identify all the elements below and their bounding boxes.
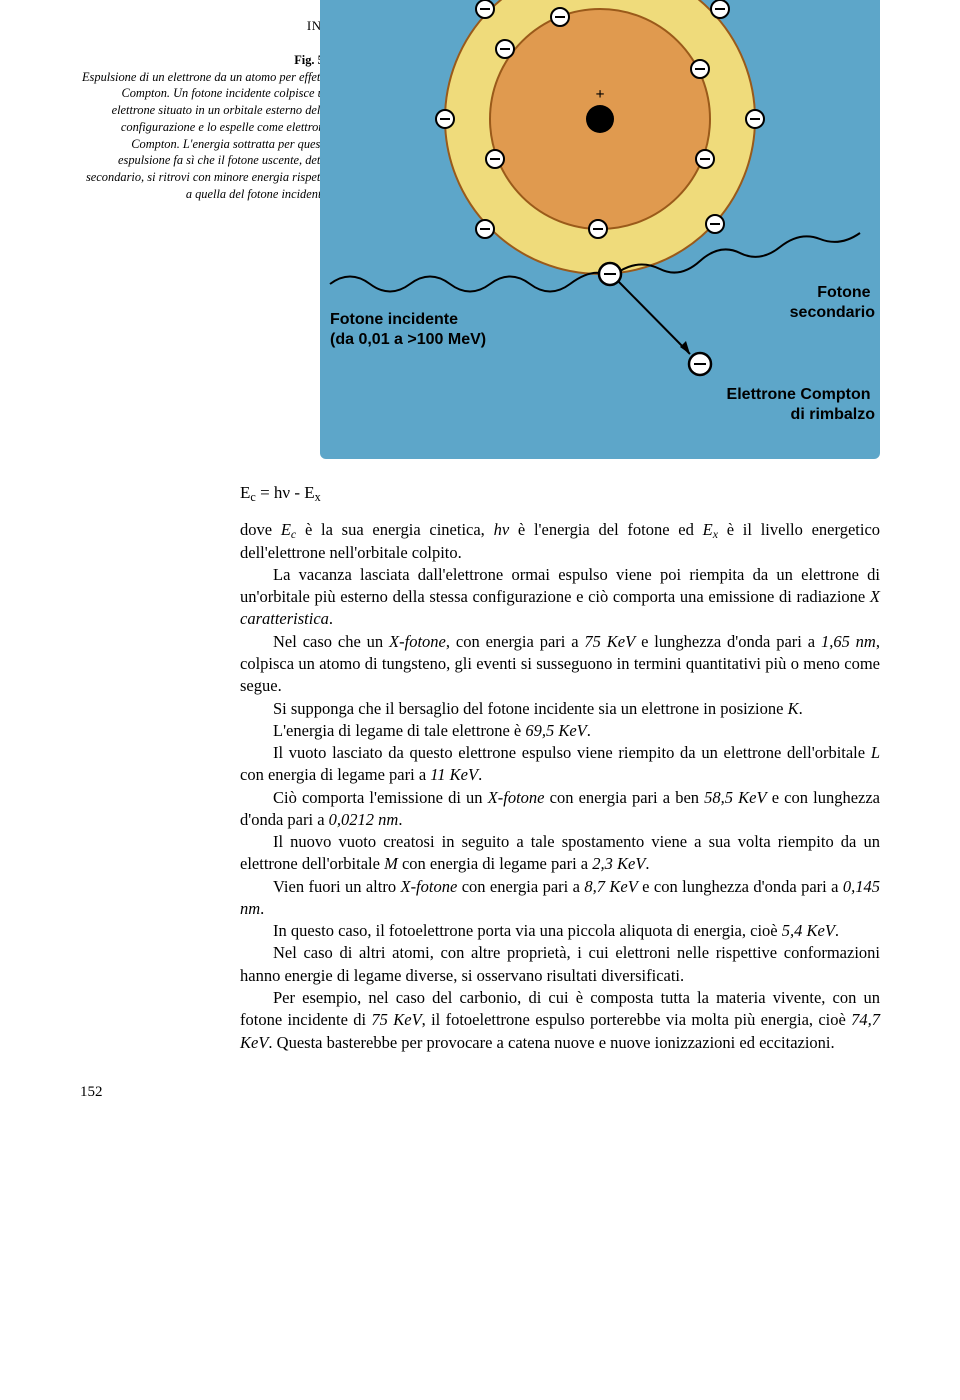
compton-diagram: + xyxy=(320,0,880,459)
paragraph-3: Nel caso che un X-fotone, con energia pa… xyxy=(240,631,880,698)
paragraph-6: Il vuoto lasciato da questo elettrone es… xyxy=(240,742,880,787)
page-number: 152 xyxy=(80,1084,880,1101)
equation: Ec = hν - Ex xyxy=(240,483,880,505)
paragraph-11: Nel caso di altri atomi, con altre propr… xyxy=(240,942,880,987)
paragraph-10: In questo caso, il fotoelettrone porta v… xyxy=(240,920,880,942)
svg-text:+: + xyxy=(595,86,604,103)
paragraph-5: L'energia di legame di tale elettrone è … xyxy=(240,720,880,742)
paragraph-8: Il nuovo vuoto creatosi in seguito a tal… xyxy=(240,831,880,876)
paragraph-9: Vien fuori un altro X-fotone con energia… xyxy=(240,876,880,921)
paragraph-12: Per esempio, nel caso del carbonio, di c… xyxy=(240,987,880,1054)
paragraph-2: La vacanza lasciata dall'elettrone ormai… xyxy=(240,564,880,631)
paragraph-7: Ciò comporta l'emissione di un X-fotone … xyxy=(240,787,880,832)
electron-icon xyxy=(551,8,569,26)
body-text: dove Ec è la sua energia cinetica, hν è … xyxy=(240,519,880,1054)
paragraph-4: Si supponga che il bersaglio del fotone … xyxy=(240,698,880,720)
